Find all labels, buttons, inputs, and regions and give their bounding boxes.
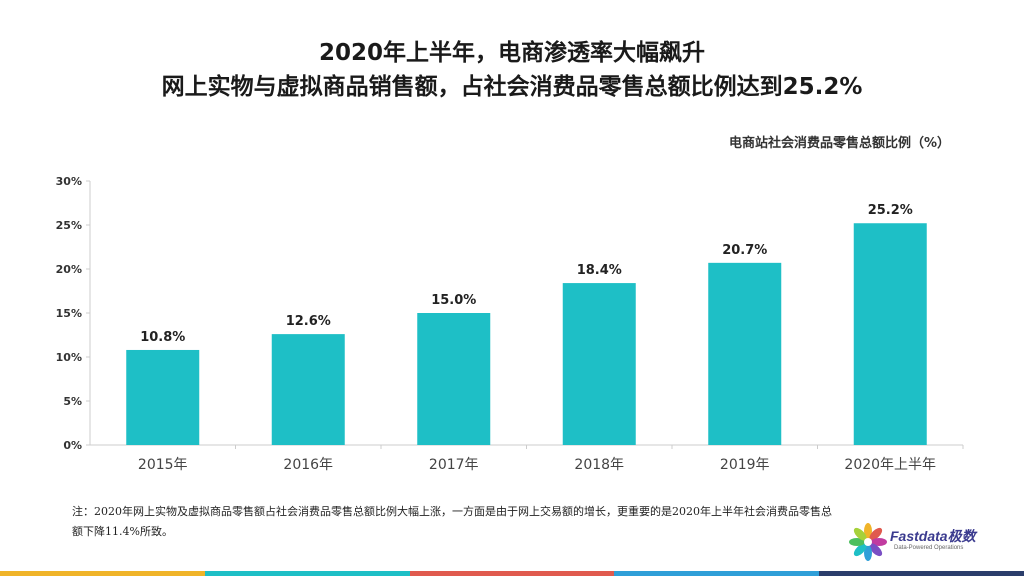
x-tick-label: 2019年 [720, 457, 770, 473]
bottom-bar-segment [614, 571, 820, 576]
bar [562, 283, 636, 445]
bar [126, 349, 200, 445]
bar [417, 313, 491, 445]
bar [271, 334, 345, 445]
logo-name: Fastdata极数 [890, 528, 976, 544]
y-tick-label: 25% [56, 219, 82, 232]
bottom-bar-segment [204, 571, 410, 576]
x-tick-label: 2018年 [574, 457, 624, 473]
chart-title: 2020年上半年，电商渗透率大幅飙升 网上实物与虚拟商品销售额，占社会消费品零售… [0, 36, 1024, 104]
data-label: 18.4% [577, 263, 622, 278]
footnote: 注：2020年网上实物及虚拟商品零售额占社会消费品零售总额比例大幅上涨，一方面是… [72, 505, 832, 538]
x-tick-label: 2016年 [283, 457, 333, 473]
bar-layer: 10.8% 12.6% 15.0% 18.4% 20.7% 25.2% [126, 203, 927, 445]
y-tick-label: 20% [56, 263, 82, 276]
flower-logo-icon [849, 523, 887, 561]
y-tick-label: 30% [56, 175, 82, 188]
data-label: 12.6% [286, 314, 331, 329]
data-label: 20.7% [722, 243, 767, 258]
y-tick-label: 15% [56, 307, 82, 320]
y-tick-label: 5% [63, 395, 82, 408]
axis-layer: 0% 5% 10% 15% 20% 25% 30% 2015年 2016年 2017年 2018年 2… [56, 175, 964, 473]
x-tick-label: 2020年上半年 [844, 457, 936, 473]
x-tick-label: 2017年 [429, 457, 479, 473]
bar [708, 262, 782, 445]
title-line-2: 网上实物与虚拟商品销售额，占社会消费品零售总额比例达到25.2% [161, 74, 863, 100]
series-label: 电商站社会消费品零售总额比例（%） [728, 136, 950, 151]
x-tick-label: 2015年 [138, 457, 188, 473]
bottom-bar-segment [819, 571, 1024, 576]
bottom-bar-segment [409, 571, 615, 576]
brand-logo: Fastdata极数 Data-Powered Operations [846, 520, 976, 561]
y-tick-label: 0% [63, 439, 82, 452]
y-tick-label: 10% [56, 351, 82, 364]
data-label: 10.8% [140, 330, 185, 345]
logo-tagline: Data-Powered Operations [894, 545, 964, 551]
data-label: 15.0% [431, 293, 476, 308]
data-label: 25.2% [868, 203, 913, 218]
title-line-1: 2020年上半年，电商渗透率大幅飙升 [318, 40, 705, 66]
bar [853, 223, 927, 445]
bottom-bar-segment [0, 571, 205, 576]
bottom-color-bar [0, 571, 1024, 576]
bar-chart: 0% 5% 10% 15% 20% 25% 30% 2015年 2016年 2017年 2018年 2… [56, 175, 964, 473]
